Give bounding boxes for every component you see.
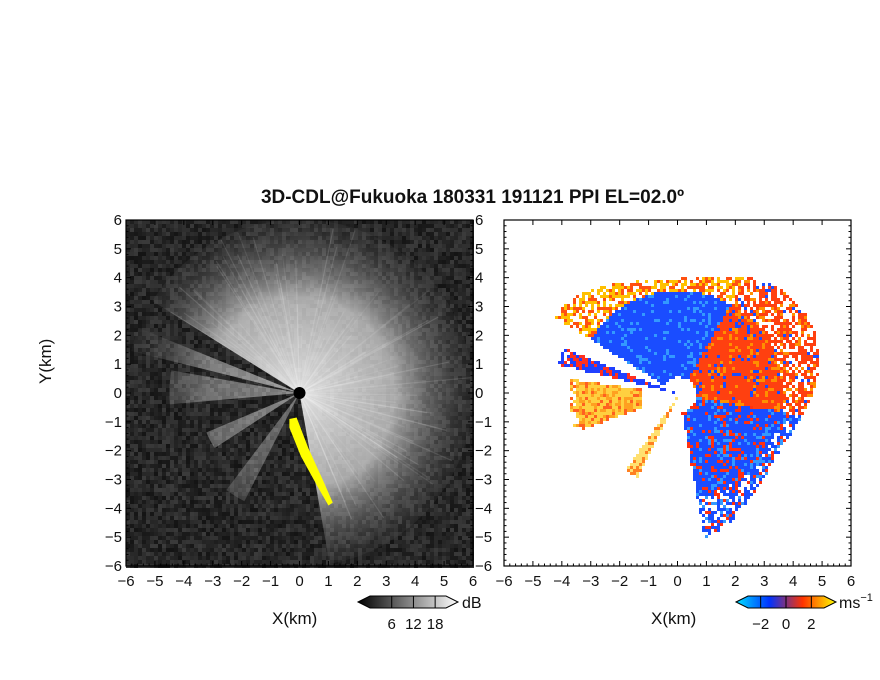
y-tick-label: 5 xyxy=(475,241,483,258)
y-tick-label: −6 xyxy=(475,558,492,575)
echo-sector xyxy=(152,220,473,564)
y-tick-label: −3 xyxy=(475,472,492,489)
echo-sector xyxy=(169,370,300,405)
y-tick-label: 6 xyxy=(475,212,483,229)
x-tick-label: −2 xyxy=(611,573,628,590)
colorbar-tick-label: 0 xyxy=(782,616,790,633)
x-tick-label: 5 xyxy=(818,573,826,590)
x-tick-label: −6 xyxy=(117,573,134,590)
x-tick-label: −5 xyxy=(524,573,541,590)
y-tick-label: 1 xyxy=(114,356,122,373)
x-tick-label: 2 xyxy=(353,573,361,590)
y-tick-label: 6 xyxy=(114,212,122,229)
y-tick-label: 4 xyxy=(114,270,122,287)
y-tick-label: −6 xyxy=(105,558,122,575)
x-tick-label: 6 xyxy=(469,573,477,590)
velocity-colorbar: −2 0 2 ms−1 xyxy=(734,592,873,633)
echo-sector xyxy=(206,393,300,449)
x-axis-label-right: X(km) xyxy=(651,609,697,628)
x-tick-label: −3 xyxy=(582,573,599,590)
x-tick-label: 6 xyxy=(847,573,855,590)
colorbar-unit: dB xyxy=(462,595,482,612)
y-tick-label: 3 xyxy=(114,299,122,316)
y-tick-label: −1 xyxy=(105,414,122,431)
x-tick-label: −6 xyxy=(495,573,512,590)
y-tick-label: −3 xyxy=(105,472,122,489)
y-tick-label: 2 xyxy=(114,327,122,344)
x-tick-label: 5 xyxy=(440,573,448,590)
y-tick-label: 0 xyxy=(114,385,122,402)
x-tick-label: 4 xyxy=(411,573,419,590)
y-tick-label: −4 xyxy=(475,500,492,517)
x-tick-label: 0 xyxy=(673,573,681,590)
colorbar-tick-label: 6 xyxy=(388,616,396,633)
reflectivity-panel: −6−6 −5 −5 −4 −4 −3 −3 −2 −2 −1 −1 0 0 1 1 2 2 3 3 4 4 5 5 6 6 xyxy=(105,212,477,590)
colorbar-tick-label: 12 xyxy=(405,616,422,633)
chart-title: 3D-CDL@Fukuoka 180331 191121 PPI EL=02.0… xyxy=(260,187,685,208)
y-tick-label: −1 xyxy=(475,414,492,431)
x-tick-label: −2 xyxy=(233,573,250,590)
x-tick-label: −5 xyxy=(146,573,163,590)
velocity-panel: −6 −5 −4 −3 −2 −1 0 1 2 3 4 5 6 −6 −5 −4 −3 −2 −1 0 1 2 3 4 5 6 xyxy=(475,212,855,590)
echo-sector xyxy=(131,328,300,393)
y-tick-label: 4 xyxy=(475,270,483,287)
x-tick-label: 1 xyxy=(324,573,332,590)
y-tick-label: −2 xyxy=(475,443,492,460)
radar-center xyxy=(293,387,306,399)
y-tick-label: 2 xyxy=(475,327,483,344)
reflectivity-colorbar: 6 12 18 dB xyxy=(356,595,482,633)
colorbar-unit: ms−1 xyxy=(839,592,873,612)
x-tick-label: 3 xyxy=(760,573,768,590)
x-tick-label: −4 xyxy=(175,573,192,590)
x-tick-label: −3 xyxy=(204,573,221,590)
x-tick-label: 3 xyxy=(382,573,390,590)
colorbar-tick-label: 2 xyxy=(807,616,815,633)
y-tick-label: −2 xyxy=(105,443,122,460)
x-axis-label-left: X(km) xyxy=(272,609,318,628)
colorbar-unit-exponent: −1 xyxy=(860,592,873,604)
saturated-band xyxy=(289,417,333,506)
x-tick-label: 4 xyxy=(789,573,797,590)
colorbar-bar xyxy=(356,595,460,609)
x-tick-label: −1 xyxy=(640,573,657,590)
y-tick-label: 1 xyxy=(475,356,483,373)
y-tick-label: 3 xyxy=(475,299,483,316)
y-tick-label: −4 xyxy=(105,500,122,517)
velocity-field xyxy=(555,277,819,538)
x-tick-label: −1 xyxy=(262,573,279,590)
y-tick-label: −5 xyxy=(475,529,492,546)
colorbar-tick-label: −2 xyxy=(752,616,769,633)
x-tick-label: 0 xyxy=(295,573,303,590)
x-tick-label: 2 xyxy=(731,573,739,590)
y-tick-label: −5 xyxy=(105,529,122,546)
echo-sector xyxy=(226,393,300,502)
x-tick-label: 1 xyxy=(702,573,710,590)
y-tick-label: 0 xyxy=(475,385,483,402)
x-tick-label: −4 xyxy=(553,573,570,590)
y-tick-label: 5 xyxy=(114,241,122,258)
echo-sectors xyxy=(131,220,473,564)
colorbar-tick-label: 18 xyxy=(427,616,444,633)
